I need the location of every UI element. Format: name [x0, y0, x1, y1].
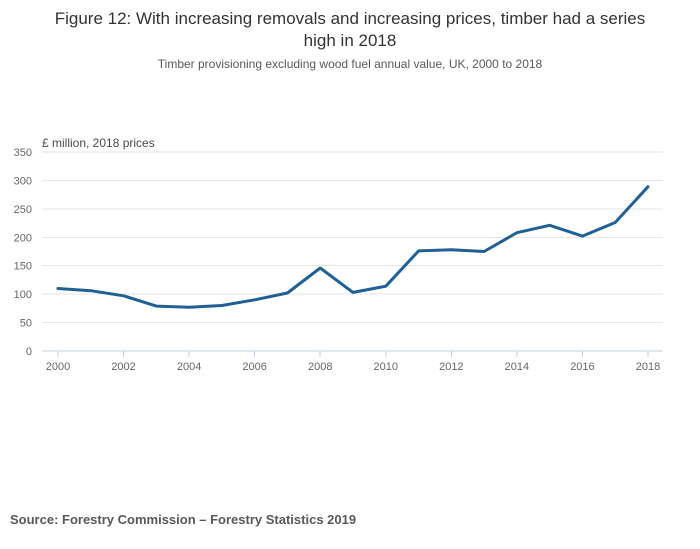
y-tick-label: 50	[20, 318, 32, 330]
chart-area: 0 50 100 150 200 250 300 350 2000 2002 2004 2006 200…	[0, 140, 700, 385]
source-text: Source: Forestry Commission – Forestry S…	[10, 512, 357, 527]
chart-subtitle: Timber provisioning excluding wood fuel …	[157, 57, 543, 71]
x-tick-label: 2000	[46, 361, 70, 373]
x-tick-label: 2010	[374, 361, 398, 373]
x-tick-label: 2008	[308, 361, 332, 373]
x-tick-label: 2012	[439, 361, 463, 373]
y-tick-label: 350	[14, 147, 32, 159]
x-tick-label: 2016	[570, 361, 594, 373]
x-tick-label: 2018	[636, 361, 660, 373]
x-tick-label: 2014	[505, 361, 529, 373]
y-tick-label: 0	[26, 346, 32, 358]
y-tick-label: 300	[14, 175, 32, 187]
y-tick-label: 100	[14, 289, 32, 301]
y-tick-label: 200	[14, 232, 32, 244]
y-tick-label: 250	[14, 204, 32, 216]
x-tick-label: 2006	[242, 361, 266, 373]
y-tick-label: 150	[14, 261, 32, 273]
line-chart: 0 50 100 150 200 250 300 350 2000 2002 2004 2006 200…	[14, 147, 663, 373]
x-tick-label: 2004	[177, 361, 201, 373]
x-tick-label: 2002	[111, 361, 135, 373]
data-line-timber-value	[56, 185, 650, 309]
chart-title: Figure 12: With increasing removals and …	[54, 9, 646, 51]
